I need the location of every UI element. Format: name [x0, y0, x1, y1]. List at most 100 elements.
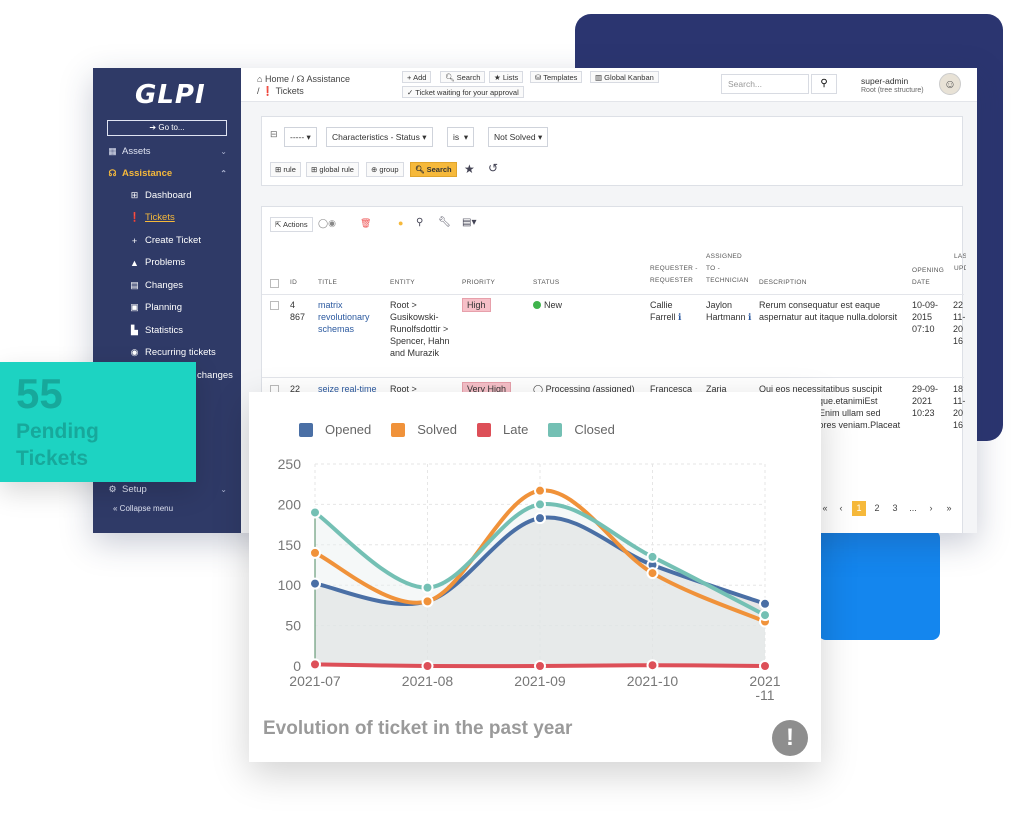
- clipboard-icon: ▤: [130, 280, 139, 290]
- toggle-on-icon[interactable]: ●: [398, 218, 404, 228]
- info-icon[interactable]: ℹ: [748, 312, 752, 322]
- search-button[interactable]: 🔍︎ Search: [440, 71, 486, 83]
- sidebar-item-recurring-tickets[interactable]: ◉ Recurring tickets: [129, 347, 216, 358]
- row-checkbox[interactable]: [270, 301, 279, 310]
- legend-item-opened[interactable]: Opened: [299, 422, 371, 437]
- chevron-down-icon: ⌄: [220, 147, 227, 156]
- sidebar-item-planning[interactable]: ▣ Planning: [129, 302, 182, 313]
- search-criteria-panel: ⊟ ----- ▾ Characteristics - Status ▾ is …: [261, 116, 963, 186]
- sidebar-item-label: changes: [197, 370, 233, 381]
- avatar[interactable]: ☺: [939, 73, 961, 95]
- sidebar-item-dashboard[interactable]: ⊞ Dashboard: [129, 190, 192, 201]
- page-button[interactable]: 2: [874, 503, 880, 513]
- col-assigned[interactable]: ASSIGNED TO - TECHNICIAN: [706, 253, 749, 284]
- legend-item-late[interactable]: Late: [477, 422, 528, 437]
- collapse-label: Collapse menu: [119, 504, 174, 513]
- requester-name: Callie Farrell: [650, 300, 676, 322]
- next-page-button[interactable]: ›: [929, 503, 933, 513]
- select-all-checkbox[interactable]: [270, 279, 279, 288]
- row2-opening-date: 29-09-2021 10:23: [912, 384, 939, 418]
- row2-requester[interactable]: Francesca: [650, 384, 693, 394]
- col-description[interactable]: DESCRIPTION: [759, 279, 807, 286]
- criteria-operator-select[interactable]: is ▾: [447, 127, 475, 147]
- lists-button[interactable]: ★ Lists: [489, 71, 524, 83]
- col-id[interactable]: ID: [290, 279, 298, 286]
- prev-page-button[interactable]: ‹: [839, 503, 843, 513]
- add-group-button[interactable]: ⊕ group: [366, 162, 404, 177]
- search-icon[interactable]: ⚲: [416, 217, 424, 228]
- point-closed: [759, 609, 771, 622]
- chart-legend: Opened Solved Late Closed: [299, 422, 635, 437]
- page-ellipsis: ...: [909, 503, 917, 513]
- toggle-icon[interactable]: ◯◉: [318, 218, 336, 228]
- search-label: Search: [456, 73, 481, 82]
- goto-button[interactable]: ➔ Go to...: [107, 120, 227, 136]
- star-icon[interactable]: ★: [464, 162, 475, 176]
- point-closed: [421, 581, 434, 594]
- sidebar-item-changes-partial[interactable]: changes: [197, 370, 233, 381]
- add-rule-button[interactable]: ⊞ rule: [270, 162, 301, 177]
- add-button[interactable]: + Add: [402, 71, 432, 83]
- actions-button[interactable]: ⇱ Actions: [270, 217, 313, 232]
- row1-requester[interactable]: Callie Farrell ℹ: [650, 299, 690, 323]
- user-name[interactable]: super-admin: [861, 76, 909, 86]
- export-icon[interactable]: ▤▾: [462, 217, 477, 228]
- sidebar-item-assets[interactable]: ▦ Assets ⌄: [107, 146, 227, 157]
- info-icon[interactable]: ℹ: [678, 312, 682, 322]
- user-entity[interactable]: Root (tree structure): [861, 87, 924, 94]
- row1-title[interactable]: matrix revolutionary schemas: [318, 300, 370, 334]
- col-title[interactable]: TITLE: [318, 279, 338, 286]
- sidebar-item-changes[interactable]: ▤ Changes: [129, 280, 183, 291]
- x-tick-label: 2021-09: [514, 673, 566, 689]
- col-requester[interactable]: REQUESTER - REQUESTER: [650, 265, 698, 284]
- chevron-up-icon: ⌃: [220, 169, 227, 178]
- criteria-status-select[interactable]: Characteristics - Status ▾: [326, 127, 433, 147]
- closed-area: [315, 503, 765, 666]
- crumb-assistance[interactable]: Assistance: [306, 74, 351, 84]
- templates-label: Templates: [543, 73, 578, 82]
- exclamation-icon[interactable]: !: [772, 720, 808, 756]
- global-kanban-button[interactable]: ▥ Global Kanban: [590, 71, 659, 83]
- col-opening-date[interactable]: OPENING DATE: [912, 267, 945, 286]
- sidebar-item-assistance[interactable]: ☊ Assistance ⌃: [107, 168, 228, 179]
- collapse-menu-button[interactable]: « Collapse menu: [113, 504, 174, 513]
- reset-icon[interactable]: ↺: [488, 161, 499, 175]
- criteria-value-select[interactable]: Not Solved ▾: [488, 127, 549, 147]
- search-input[interactable]: Search...: [721, 74, 809, 94]
- legend-item-solved[interactable]: Solved: [391, 422, 457, 437]
- first-page-button[interactable]: «: [822, 503, 828, 513]
- last-page-button[interactable]: »: [946, 503, 952, 513]
- trash-icon[interactable]: 🗑︎: [360, 218, 372, 228]
- row1-assigned[interactable]: Jaylon Hartmann ℹ: [706, 299, 754, 323]
- col-priority[interactable]: PRIORITY: [462, 279, 496, 286]
- sidebar-item-tickets[interactable]: ❗ Tickets: [129, 212, 175, 223]
- sidebar-item-create-ticket[interactable]: + Create Ticket: [129, 235, 201, 246]
- criteria-field-select[interactable]: ----- ▾: [284, 127, 317, 147]
- row2-title[interactable]: seize real-time: [318, 384, 377, 394]
- sidebar-item-statistics[interactable]: ▙ Statistics: [129, 325, 183, 336]
- y-tick-label: 100: [278, 577, 302, 593]
- legend-item-closed[interactable]: Closed: [548, 422, 615, 437]
- sidebar-item-label: Assets: [122, 146, 151, 157]
- page-button[interactable]: 3: [892, 503, 898, 513]
- chart-card: 0 50 100 150 200 250 2021-07 2021-08 2021-09 2021…: [249, 392, 821, 762]
- gears-icon: ⚙: [108, 484, 117, 494]
- col-entity[interactable]: ENTITY: [390, 279, 415, 286]
- add-label: Add: [413, 73, 427, 82]
- add-global-rule-button[interactable]: ⊞ global rule: [306, 162, 359, 177]
- crumb-tickets[interactable]: Tickets: [275, 86, 304, 96]
- crumb-home[interactable]: Home: [264, 74, 289, 84]
- pending-tickets-card[interactable]: 55 Pending Tickets: [0, 362, 196, 482]
- wrench-icon[interactable]: 🔧︎: [438, 217, 451, 228]
- templates-button[interactable]: ⛁ Templates: [530, 71, 583, 83]
- filter-search-button[interactable]: 🔍︎ Search: [410, 162, 457, 177]
- sidebar-item-setup[interactable]: ⚙ Setup ⌄: [107, 484, 227, 495]
- search-icon[interactable]: ⚲: [811, 74, 837, 94]
- row2-assigned[interactable]: Zaria: [706, 384, 727, 394]
- col-last-update[interactable]: LAST UPD: [954, 253, 966, 272]
- col-status[interactable]: STATUS: [533, 279, 560, 286]
- ticket-waiting-button[interactable]: ✓ Ticket waiting for your approval: [402, 86, 524, 98]
- sidebar-item-problems[interactable]: ▲ Problems: [129, 257, 185, 268]
- toggle-icon[interactable]: ⊟: [270, 129, 278, 139]
- page-button[interactable]: 1: [852, 501, 866, 516]
